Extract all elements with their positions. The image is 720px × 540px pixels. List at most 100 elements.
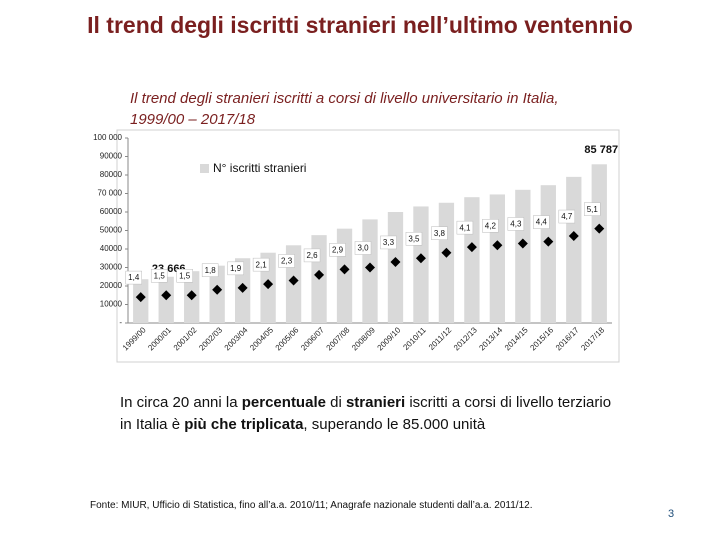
pct-label-box [150,269,168,283]
x-tick-label: 2004/05 [248,325,275,352]
pct-label: 4,1 [459,223,471,232]
x-tick-label: 2011/12 [427,325,454,352]
pct-label: 2,3 [281,257,293,266]
pct-label-box [252,257,270,272]
bar [336,228,353,323]
pct-label-box [533,215,550,229]
bar [387,212,404,323]
body-segment: stranieri [345,394,406,411]
pct-label-box [125,270,142,285]
x-tick-label: 2016/17 [554,325,581,352]
pct-label-box [201,263,219,277]
pct-label: 4,3 [510,220,522,229]
x-tick-label: 2008/09 [350,325,377,352]
footnote: Fonte: MIUR, Ufficio di Statistica, fino… [90,500,533,511]
bar [515,189,531,323]
bar [464,197,480,323]
y-tick-label: 100 000 [93,133,122,142]
pct-label: 3,0 [357,244,369,253]
diamond-marker [135,292,146,303]
y-tick-label: 20000 [100,281,123,290]
pct-label: 4,7 [561,212,573,221]
diamond-marker [263,279,274,290]
y-tick-label: 60000 [100,207,123,216]
diamond-marker [441,247,452,258]
pct-label-box [303,248,321,263]
legend-swatch [200,164,209,173]
diamond-marker [339,264,350,275]
diamond-marker [568,231,579,242]
diamond-marker [288,275,299,286]
x-tick-label: 2007/08 [325,325,352,352]
x-tick-label: 2002/03 [197,325,224,352]
pct-label: 4,2 [485,221,497,230]
pct-label: 3,8 [434,229,446,238]
y-tick-label: 40000 [100,244,123,253]
pct-label: 1,5 [154,271,166,280]
x-tick-label: 2014/15 [503,325,530,352]
pct-label: 1,5 [179,271,191,280]
diamond-marker [594,223,605,234]
y-tick-label: 50000 [100,226,123,235]
x-tick-label: 2013/14 [477,325,504,352]
bar [591,164,607,323]
diamond-marker [492,240,503,251]
pct-label: 3,3 [383,238,395,247]
pct-label-box [405,232,423,246]
body-segment: più che triplicata [184,416,304,433]
bar [489,194,506,323]
pct-label-box [380,235,397,250]
pct-label-box [558,209,576,224]
x-tick-label: 1999/00 [121,325,148,352]
x-tick-label: 2009/10 [376,325,403,352]
body-segment: di [325,394,346,411]
pct-label-box [507,217,525,231]
pct-label: 5,1 [587,205,599,214]
diamond-marker [517,238,528,249]
diamond-marker [415,253,426,264]
x-tick-label: 2010/11 [401,325,428,352]
chart-subtitle: Il trend degli stranieri iscritti a cors… [130,88,630,130]
diamond-marker [161,290,172,301]
y-tick-label: 90000 [100,152,123,161]
y-tick-label: - [119,318,122,327]
y-tick-label: 80000 [100,170,123,179]
pct-label: 4,4 [536,218,548,227]
pct-label: 1,8 [205,266,217,275]
x-tick-label: 2000/01 [146,325,173,352]
body-text: In circa 20 anni la percentuale di stran… [120,392,620,436]
x-tick-label: 2003/04 [223,325,250,352]
y-tick-label: 10000 [100,300,123,309]
x-tick-label: 2017/18 [579,325,606,352]
pct-label: 2,6 [306,251,318,260]
chart-period: 1999/00 – 2017/18 [130,111,256,128]
page-number: 3 [668,508,675,520]
bar [438,202,455,323]
y-tick-label: 30000 [100,263,123,272]
body-segment: , superando le 85.000 unità [303,416,486,433]
diamond-marker [212,284,223,295]
diamond-marker [237,282,248,293]
pct-label-box [354,241,372,255]
bar-value-label: 85 787 [584,144,618,156]
pct-label-box [584,202,601,216]
pct-label: 1,9 [230,264,242,273]
slide-title: Il trend degli iscritti stranieri nell’u… [87,12,633,38]
pct-label-box [329,243,346,257]
bar [413,206,429,323]
pct-label-box [176,269,193,283]
diamond-marker [365,262,375,273]
x-tick-label: 2015/16 [528,325,555,352]
diamond-marker [186,290,197,301]
body-segment: percentuale [241,394,326,411]
y-tick-label: 70 000 [98,189,123,198]
pct-label: 2,1 [256,260,268,269]
pct-label-box [278,254,295,268]
chart-frame [116,129,620,363]
bar [566,176,582,323]
pct-label: 3,5 [408,234,420,243]
pct-label-box [227,261,244,276]
diamond-marker [543,236,554,247]
